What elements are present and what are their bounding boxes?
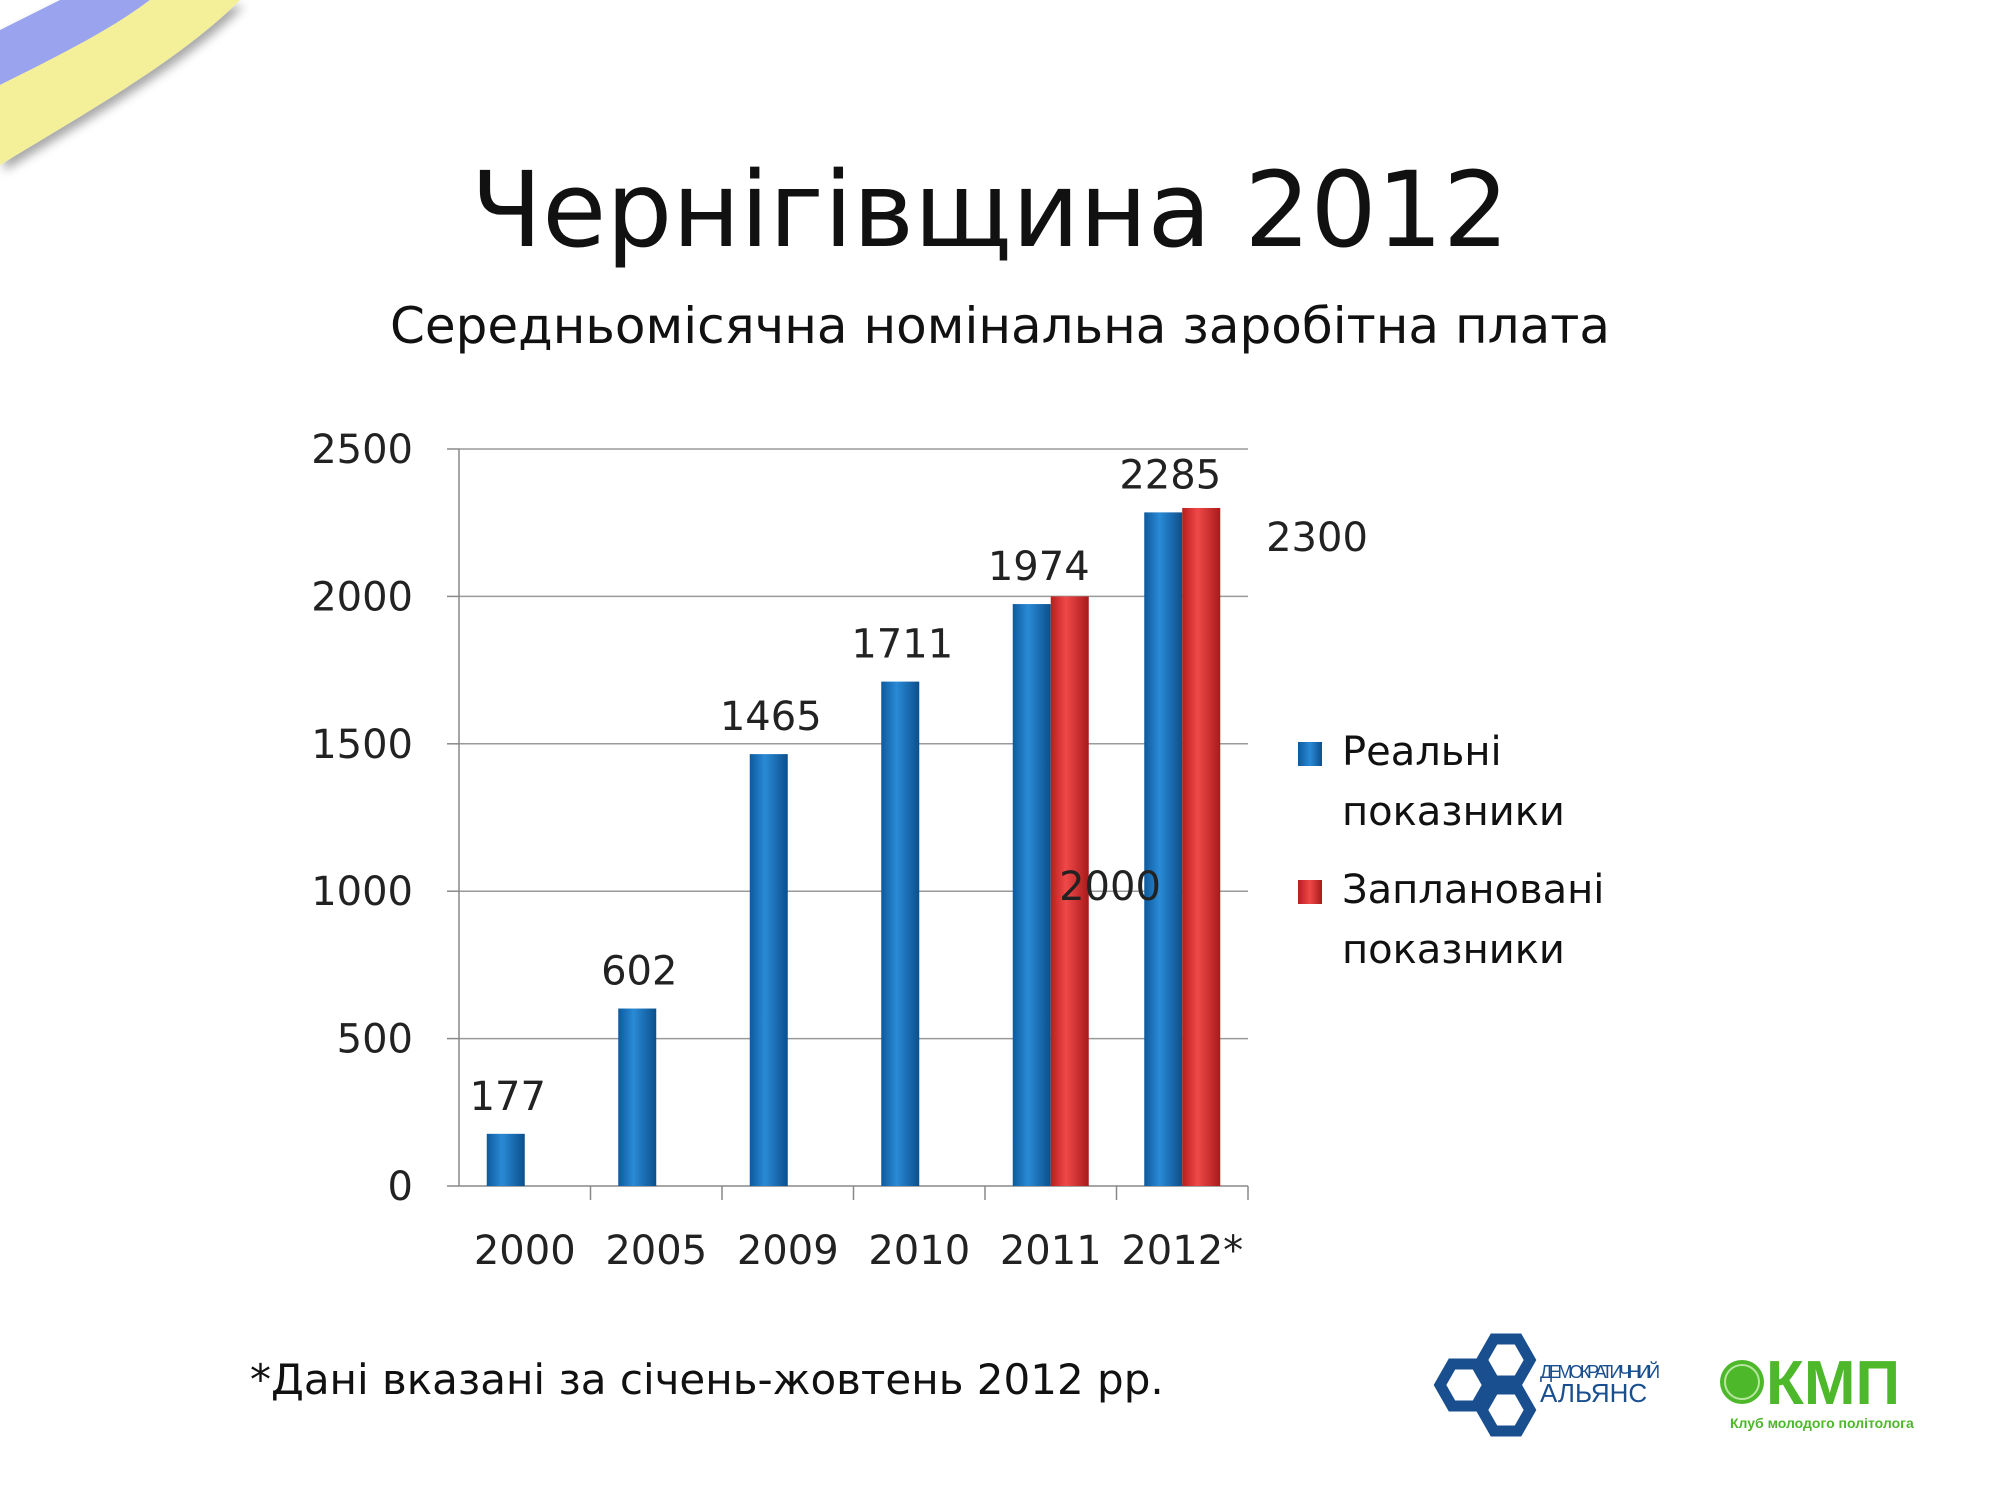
bar-real bbox=[1144, 512, 1183, 1186]
x-tick-label: 2009 bbox=[737, 1228, 839, 1274]
bar-chart: 0 500 1000 1500 2000 2500 2000 2005 2009 2010 2011… bbox=[311, 427, 1368, 1274]
x-tick-label: 2010 bbox=[868, 1228, 970, 1274]
data-label-real: 2285 bbox=[1119, 452, 1221, 498]
bar-real bbox=[1012, 604, 1051, 1186]
y-tick-label: 500 bbox=[337, 1017, 413, 1063]
y-tick-label: 1500 bbox=[311, 722, 413, 768]
legend-label: Заплановані bbox=[1342, 867, 1605, 913]
footnote: *Дані вказані за січень-жовтень 2012 рр. bbox=[250, 1355, 1164, 1404]
legend-label: Реальні bbox=[1342, 729, 1502, 775]
logo-text: АЛЬЯНС bbox=[1540, 1378, 1647, 1408]
x-tick-label: 2012* bbox=[1121, 1228, 1243, 1274]
data-label-planned: 2300 bbox=[1266, 515, 1368, 561]
bar-planned bbox=[1050, 596, 1089, 1186]
data-label-real: 602 bbox=[601, 949, 677, 995]
flag-ribbon-decoration bbox=[0, 0, 240, 165]
y-tick-label: 2000 bbox=[311, 574, 413, 620]
slide-subtitle: Середньомісячна номінальна заробітна пла… bbox=[390, 297, 1610, 355]
bar-real bbox=[618, 1008, 657, 1186]
bar-planned bbox=[1182, 507, 1221, 1187]
logo-text: ДЕМОКРАТИЧНИЙ bbox=[1540, 1361, 1660, 1382]
logos: ДЕМОКРАТИЧНИЙ АЛЬЯНС КМП Клуб молодого п… bbox=[1433, 1333, 1914, 1437]
slide-title: Чернігівщина 2012 bbox=[470, 149, 1510, 271]
svg-text:КМП: КМП bbox=[1766, 1349, 1900, 1418]
bar-real bbox=[749, 754, 788, 1186]
legend-swatch-blue bbox=[1298, 742, 1322, 766]
legend-label: показники bbox=[1342, 927, 1565, 973]
svg-text:Клуб молодого політолога: Клуб молодого політолога bbox=[1730, 1415, 1914, 1431]
data-label-real: 177 bbox=[470, 1074, 546, 1120]
bar-real bbox=[486, 1133, 525, 1186]
y-tick-label: 2500 bbox=[311, 427, 413, 473]
legend-label: показники bbox=[1342, 789, 1565, 835]
data-label-planned: 2000 bbox=[1059, 864, 1161, 910]
x-tick-label: 2011 bbox=[1000, 1228, 1102, 1274]
democratic-alliance-logo bbox=[1433, 1333, 1537, 1437]
x-tick-label: 2000 bbox=[474, 1228, 576, 1274]
data-label-real: 1711 bbox=[851, 622, 953, 668]
y-tick-label: 0 bbox=[388, 1164, 413, 1210]
bar-real bbox=[881, 681, 920, 1186]
x-tick-label: 2005 bbox=[605, 1228, 707, 1274]
kmp-logo: КМП Клуб молодого політолога bbox=[1720, 1349, 1914, 1431]
data-label-real: 1465 bbox=[720, 694, 822, 740]
y-tick-label: 1000 bbox=[311, 869, 413, 915]
data-label-real: 1974 bbox=[988, 544, 1090, 590]
legend-swatch-red bbox=[1298, 880, 1322, 904]
